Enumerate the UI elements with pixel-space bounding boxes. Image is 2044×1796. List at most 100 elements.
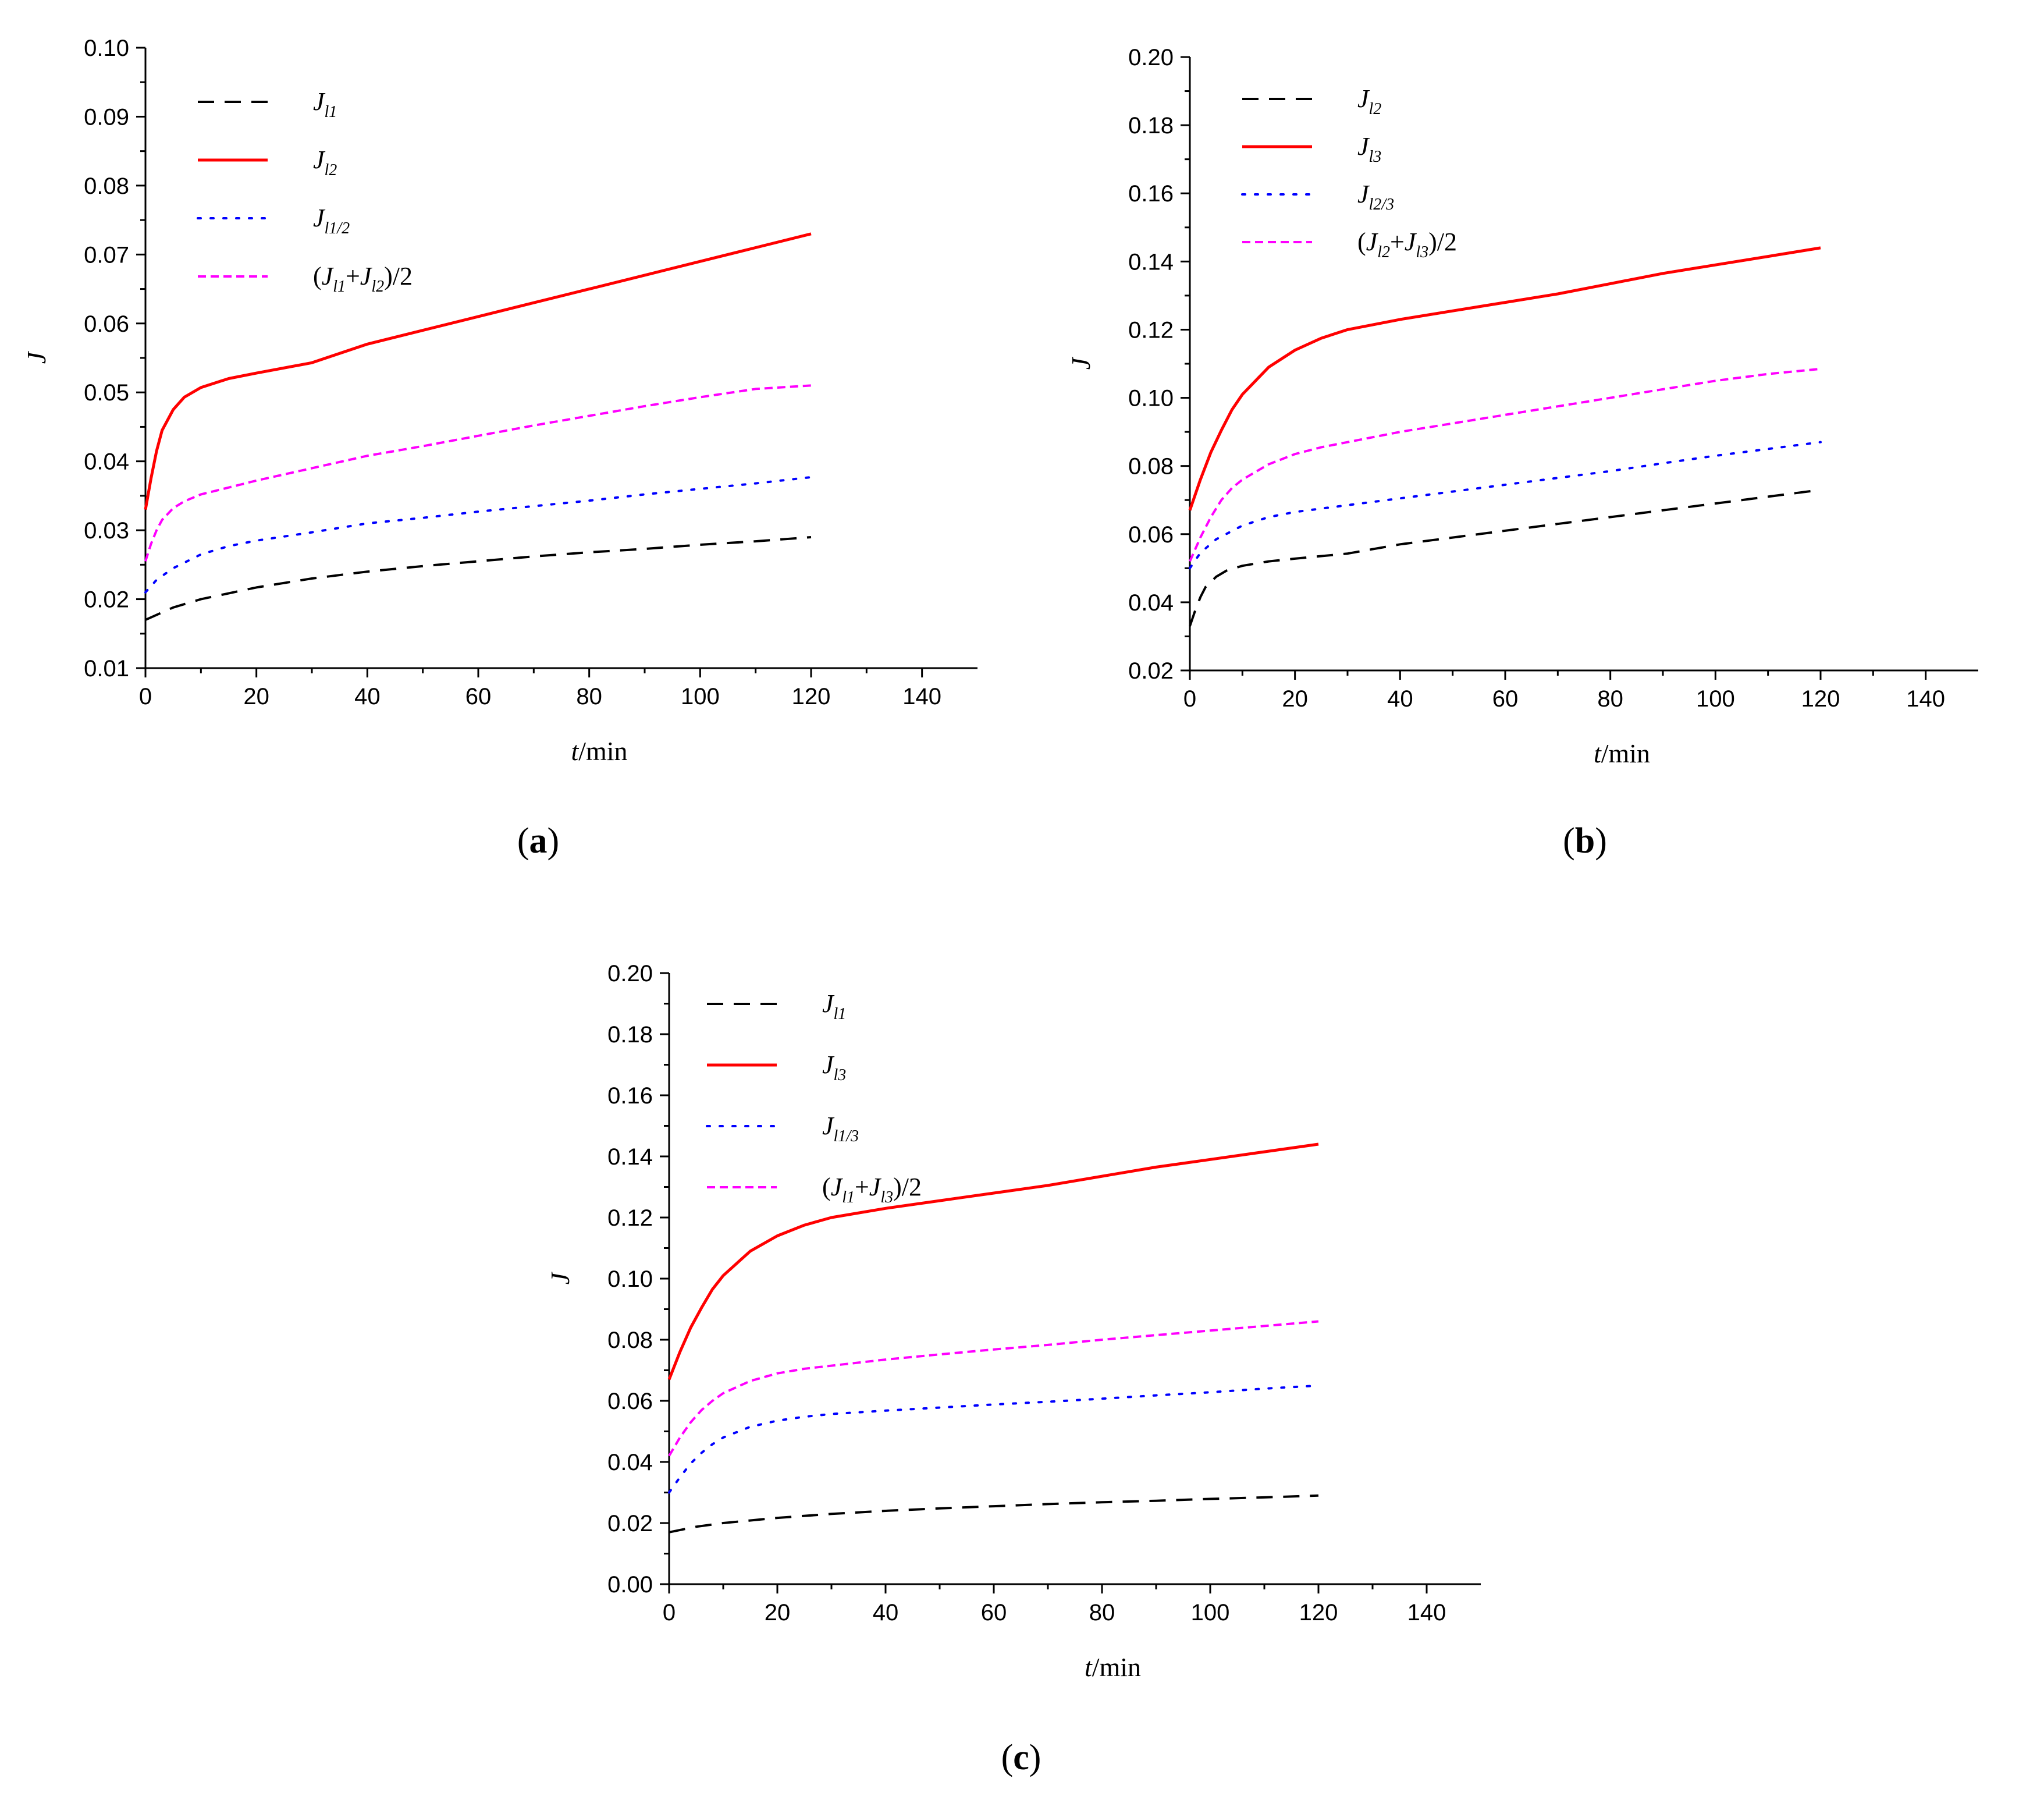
legend-label: Jl1/3 bbox=[822, 1112, 859, 1145]
x-axis-label-unit: /min bbox=[1601, 739, 1650, 768]
series-line-J_l3 bbox=[667, 1142, 1319, 1380]
x-tick-label: 0 bbox=[663, 1600, 676, 1625]
x-tick-label: 20 bbox=[765, 1600, 791, 1625]
y-tick-label: 0.08 bbox=[84, 173, 129, 199]
x-axis-label-variable: t bbox=[1085, 1652, 1093, 1682]
legend-label: (Jl2+Jl3)/2 bbox=[1357, 228, 1457, 261]
legend-subscript: l3 bbox=[834, 1066, 847, 1084]
legend-text-part: J bbox=[313, 87, 326, 116]
series-line-(J_l1+J_l3)/2 bbox=[668, 1320, 1319, 1457]
y-tick-label: 0.06 bbox=[84, 311, 129, 337]
panel-b: 0 20 40 60 80 100 120 140 0.02 0.04 0.06 0.08 0.10 0.… bbox=[1066, 45, 1978, 861]
x-tick-label: 0 bbox=[139, 684, 152, 709]
x-axis-label: t/min bbox=[571, 736, 627, 766]
legend-subscript: l2 bbox=[1377, 243, 1390, 261]
panel-label-letter: a bbox=[529, 821, 548, 861]
legend-subscript: l2/3 bbox=[1369, 196, 1395, 214]
legend-text-part: + bbox=[1390, 228, 1405, 256]
y-tick-label: 0.12 bbox=[1128, 317, 1174, 343]
legend-text-part: )/2 bbox=[1428, 228, 1457, 256]
panel-label-close: ) bbox=[548, 821, 560, 861]
series-line-(J_l1+J_l2)/2 bbox=[144, 384, 812, 562]
y-tick-label: 0.20 bbox=[1128, 45, 1174, 70]
y-tick-label: 0.06 bbox=[1128, 522, 1174, 548]
series-line-J_l1 bbox=[669, 1494, 1319, 1534]
x-tick-label: 120 bbox=[1299, 1600, 1338, 1625]
x-tick-label: 140 bbox=[1906, 686, 1945, 712]
series-line-J_l2/3 bbox=[1189, 441, 1822, 570]
x-tick-label: 120 bbox=[1801, 686, 1840, 712]
x-tick-label: 0 bbox=[1183, 686, 1196, 712]
series-line-J_l1/3 bbox=[668, 1384, 1320, 1494]
legend-label: (Jl1+Jl2)/2 bbox=[313, 262, 413, 296]
panel-label-open: ( bbox=[1563, 821, 1575, 861]
y-tick-label: 0.18 bbox=[607, 1022, 653, 1048]
y-tick-label: 0.02 bbox=[607, 1511, 653, 1536]
legend-label: Jl2 bbox=[313, 145, 337, 179]
y-tick-label: 0.10 bbox=[607, 1266, 653, 1292]
legend-subscript: l2 bbox=[325, 161, 337, 179]
legend-subscript: l3 bbox=[880, 1188, 893, 1206]
x-tick-label: 120 bbox=[792, 684, 831, 709]
legend-label: Jl1 bbox=[313, 87, 337, 121]
x-axis-label-variable: t bbox=[1594, 739, 1602, 768]
legend-text-part: J bbox=[1357, 84, 1370, 113]
legend-text-part: ( bbox=[1357, 228, 1366, 256]
legend-text-part: + bbox=[855, 1173, 869, 1201]
series-line-J_l2 bbox=[144, 232, 812, 510]
y-tick-label: 0.16 bbox=[607, 1083, 653, 1109]
legend-text-part: J bbox=[1366, 228, 1379, 256]
x-tick-label: 60 bbox=[1492, 686, 1519, 712]
x-tick-label: 100 bbox=[1191, 1600, 1230, 1625]
legend-subscript: l3 bbox=[1416, 243, 1428, 261]
legend-subscript: l1 bbox=[842, 1188, 855, 1206]
y-axis-label: J bbox=[545, 1271, 575, 1284]
x-tick-label: 40 bbox=[354, 684, 381, 709]
series-line-J_l2 bbox=[1189, 488, 1821, 627]
legend-text-part: J bbox=[831, 1173, 844, 1201]
x-tick-label: 140 bbox=[1407, 1600, 1446, 1625]
y-tick-label: 0.07 bbox=[84, 242, 129, 268]
x-tick-label: 60 bbox=[981, 1600, 1007, 1625]
legend-text-part: J bbox=[822, 1050, 835, 1079]
panel-label: (c) bbox=[1001, 1738, 1041, 1777]
legend-label: Jl3 bbox=[822, 1050, 846, 1084]
legend-text-part: J bbox=[360, 262, 373, 290]
legend-subscript: l2 bbox=[371, 278, 384, 296]
y-tick-label: 0.04 bbox=[84, 449, 129, 475]
series-line-J_l1 bbox=[145, 536, 812, 621]
x-tick-label: 80 bbox=[1597, 686, 1623, 712]
y-tick-label: 0.04 bbox=[1128, 590, 1174, 616]
y-tick-label: 0.12 bbox=[607, 1205, 653, 1231]
x-tick-label: 100 bbox=[681, 684, 720, 709]
y-tick-label: 0.16 bbox=[1128, 181, 1174, 207]
y-axis-label: J bbox=[22, 350, 51, 364]
legend-text-part: J bbox=[313, 204, 326, 232]
series-line-J_l3 bbox=[1188, 246, 1821, 511]
panel-label: (b) bbox=[1563, 821, 1607, 861]
legend-label: (Jl1+Jl3)/2 bbox=[822, 1173, 922, 1206]
y-tick-label: 0.01 bbox=[84, 656, 129, 682]
panel-label-close: ) bbox=[1595, 821, 1607, 861]
legend-label: Jl1/2 bbox=[313, 204, 350, 237]
series-line-J_l1/2 bbox=[144, 475, 812, 594]
x-tick-label: 40 bbox=[1387, 686, 1413, 712]
legend-text-part: J bbox=[322, 262, 335, 290]
legend-subscript: l1 bbox=[325, 103, 337, 121]
y-tick-label: 0.06 bbox=[607, 1389, 653, 1414]
legend-subscript: l1/2 bbox=[325, 219, 350, 237]
y-tick-label: 0.03 bbox=[84, 518, 129, 544]
y-tick-label: 0.14 bbox=[1128, 249, 1174, 275]
legend-subscript: l1 bbox=[333, 278, 346, 296]
panel-c: 0 20 40 60 80 100 120 140 0.00 0.02 0.04 0.06 0.08 0.… bbox=[545, 961, 1481, 1777]
legend-text-part: J bbox=[1357, 180, 1370, 208]
y-tick-label: 0.02 bbox=[84, 587, 129, 613]
legend-text-part: J bbox=[313, 145, 326, 174]
x-tick-label: 140 bbox=[902, 684, 941, 709]
x-axis-label-unit: /min bbox=[578, 736, 627, 766]
y-tick-label: 0.02 bbox=[1128, 658, 1174, 684]
